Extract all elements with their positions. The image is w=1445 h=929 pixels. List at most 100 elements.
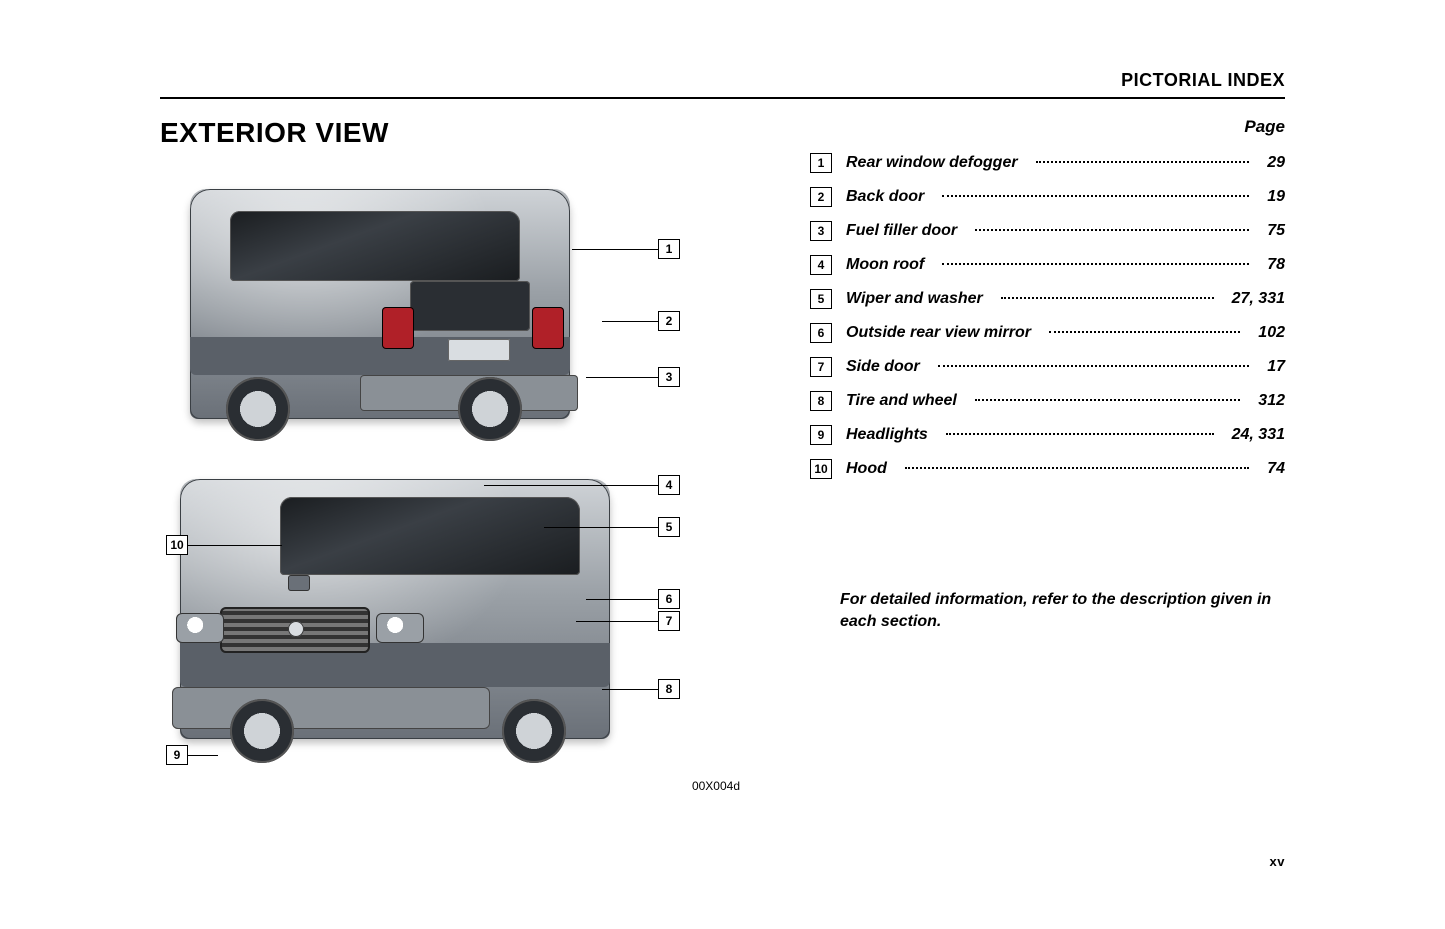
- footnote: For detailed information, refer to the d…: [810, 589, 1285, 632]
- leader-dots: [942, 263, 1249, 265]
- index-label: Back door: [846, 188, 924, 206]
- header-title: PICTORIAL INDEX: [1121, 70, 1285, 90]
- index-label: Hood: [846, 460, 887, 478]
- index-label: Side door: [846, 358, 920, 376]
- manual-page: PICTORIAL INDEX EXTERIOR VIEW: [0, 0, 1445, 929]
- callout-number-box: 8: [658, 679, 680, 699]
- index-row: 9 Headlights 24, 331: [810, 425, 1285, 445]
- callout-leader-line: [586, 377, 658, 378]
- index-page: 75: [1267, 222, 1285, 240]
- callout-number-box: 3: [658, 367, 680, 387]
- index-label: Headlights: [846, 426, 928, 444]
- index-label: Rear window defogger: [846, 154, 1018, 172]
- headlight-right: [376, 613, 424, 643]
- index-label: Moon roof: [846, 256, 924, 274]
- callout-number-box: 5: [658, 517, 680, 537]
- index-row: 8Tire and wheel312: [810, 391, 1285, 411]
- leader-dots: [905, 467, 1249, 469]
- index-row: 7Side door17: [810, 357, 1285, 377]
- index-page: 29: [1267, 154, 1285, 172]
- index-label: Outside rear view mirror: [846, 324, 1031, 342]
- callout: 2: [602, 311, 680, 331]
- callout-number-box: 6: [658, 589, 680, 609]
- rear-wheel-right: [458, 377, 522, 441]
- index-page: 78: [1267, 256, 1285, 274]
- headlight-left: [176, 613, 224, 643]
- index-page: 19: [1267, 188, 1285, 206]
- callout-number-box: 1: [658, 239, 680, 259]
- callout-leader-line: [602, 689, 658, 690]
- index-label: Tire and wheel: [846, 392, 957, 410]
- leader-dots: [1049, 331, 1240, 333]
- callout: 9: [166, 745, 218, 765]
- callout-leader-line: [572, 249, 658, 250]
- index-number-box: 1: [810, 153, 832, 173]
- callout: 4: [484, 475, 680, 495]
- taillight-left: [382, 307, 414, 349]
- taillight-right: [532, 307, 564, 349]
- callout-number-box: 7: [658, 611, 680, 631]
- index-number-box: 4: [810, 255, 832, 275]
- front-bumper: [172, 687, 490, 729]
- grille-emblem: [288, 621, 304, 637]
- leader-dots: [1001, 297, 1214, 299]
- page-header: PICTORIAL INDEX: [160, 70, 1285, 99]
- index-row: 3Fuel filler door75: [810, 221, 1285, 241]
- license-plate: [448, 339, 510, 361]
- index-number-box: 10: [810, 459, 832, 479]
- index-page: 27, 331: [1232, 290, 1285, 308]
- diagram-code: 00X004d: [692, 779, 740, 793]
- page-number: xv: [1270, 854, 1285, 869]
- vehicle-rear-illustration: [190, 189, 570, 419]
- index-row: 10 Hood 74: [810, 459, 1285, 479]
- index-page: 17: [1267, 358, 1285, 376]
- rear-wheel-left: [226, 377, 290, 441]
- index-page: 102: [1258, 324, 1285, 342]
- callout: 1: [572, 239, 680, 259]
- content-row: EXTERIOR VIEW: [160, 117, 1285, 779]
- exterior-diagram: 12345678910 00X004d: [160, 179, 700, 779]
- callout-number-box: 4: [658, 475, 680, 495]
- index-number-box: 9: [810, 425, 832, 445]
- front-wheel-right: [502, 699, 566, 763]
- index-row: 5 Wiper and washer 27, 331: [810, 289, 1285, 309]
- vehicle-rear-side-glass: [230, 211, 520, 281]
- index-page: 74: [1267, 460, 1285, 478]
- callout-number-box: 2: [658, 311, 680, 331]
- index-row: 2 Back door 19: [810, 187, 1285, 207]
- index-page: 24, 331: [1232, 426, 1285, 444]
- index-label: Wiper and washer: [846, 290, 983, 308]
- leader-dots: [975, 399, 1240, 401]
- front-wheel-left: [230, 699, 294, 763]
- windshield-glass: [280, 497, 580, 575]
- index-list: 1Rear window defogger292Back door193Fuel…: [810, 153, 1285, 479]
- leader-dots: [942, 195, 1249, 197]
- callout-leader-line: [576, 621, 658, 622]
- side-mirror: [288, 575, 310, 591]
- index-number-box: 2: [810, 187, 832, 207]
- callout: 7: [576, 611, 680, 631]
- vehicle-rear-window: [410, 281, 530, 331]
- callout-leader-line: [586, 599, 658, 600]
- callout-leader-line: [484, 485, 658, 486]
- vehicle-rear-trim: [190, 337, 570, 375]
- callout-leader-line: [544, 527, 658, 528]
- callout: 3: [586, 367, 680, 387]
- index-number-box: 5: [810, 289, 832, 309]
- index-row: 6 Outside rear view mirror 102: [810, 323, 1285, 343]
- index-number-box: 6: [810, 323, 832, 343]
- right-column: Page 1 Rear window defogger 29 2 Back door 19…: [810, 117, 1285, 779]
- callout: 6: [586, 589, 680, 609]
- callout: 8: [602, 679, 680, 699]
- callout-number-box: 9: [166, 745, 188, 765]
- page-column-label: Page: [810, 117, 1285, 137]
- index-row: 4 Moon roof 78: [810, 255, 1285, 275]
- leader-dots: [938, 365, 1249, 367]
- callout: 10: [166, 535, 282, 555]
- index-page: 312: [1258, 392, 1285, 410]
- index-label: Fuel filler door: [846, 222, 957, 240]
- callout-number-box: 10: [166, 535, 188, 555]
- callout: 5: [544, 517, 680, 537]
- leader-dots: [975, 229, 1249, 231]
- callout-leader-line: [188, 545, 282, 546]
